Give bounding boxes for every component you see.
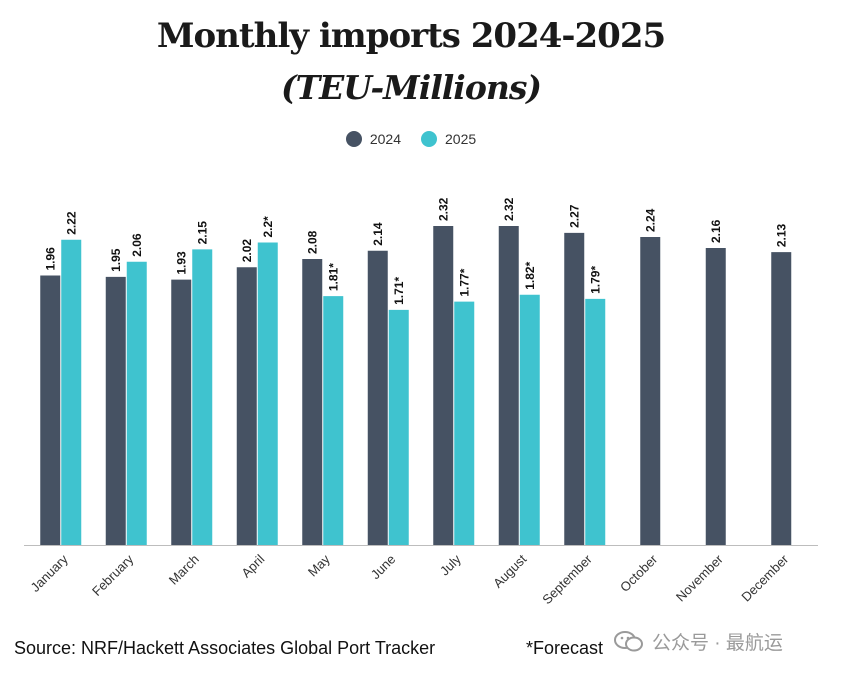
bar-2025-august	[519, 294, 540, 545]
data-label-2025-april: 2.2*	[261, 216, 275, 238]
bar-2024-november	[705, 248, 726, 545]
bar-2024-february	[105, 276, 126, 545]
legend-swatch-2025	[421, 131, 437, 147]
chat-bubbles-icon	[614, 630, 643, 651]
data-label-2025-august: 1.82*	[523, 261, 537, 289]
x-tick-label-july: July	[437, 551, 464, 578]
x-tick-label-april: April	[238, 551, 267, 580]
data-label-2025-february: 2.06	[130, 233, 144, 257]
data-label-2024-october: 2.24	[643, 208, 657, 232]
bar-2024-april	[236, 267, 257, 545]
bar-2025-june	[388, 309, 409, 545]
x-tick-label-october: October	[617, 551, 661, 595]
chart-title: Monthly imports 2024-2025	[156, 16, 666, 56]
data-label-2025-may: 1.81*	[326, 263, 340, 291]
bar-2024-march	[171, 279, 192, 545]
data-label-2025-september: 1.79*	[588, 266, 602, 294]
bar-2024-january	[40, 275, 61, 545]
x-tick-label-september: September	[539, 551, 595, 607]
bar-2025-january	[61, 239, 82, 545]
data-label-2024-april: 2.02	[240, 239, 254, 263]
legend-swatch-2024	[345, 131, 362, 147]
data-label-2024-june: 2.14	[371, 222, 385, 246]
x-tick-label-february: February	[89, 551, 137, 599]
legend-item-2024: 2024	[345, 131, 401, 147]
x-tick-label-june: June	[368, 552, 399, 583]
x-tick-label-november: November	[673, 551, 726, 604]
bar-2025-april	[257, 242, 278, 545]
bar-2024-october	[640, 237, 661, 545]
legend-item-2025: 2025	[421, 131, 476, 147]
bar-2025-february	[126, 261, 147, 545]
source-note: Source: NRF/Hackett Associates Global Po…	[14, 638, 436, 658]
watermark-text: 公众号 · 最航运	[652, 633, 783, 654]
data-label-2024-july: 2.32	[436, 197, 450, 221]
legend: 2024 2025	[0, 131, 822, 147]
bar-2025-july	[454, 301, 475, 545]
watermark: 公众号 · 最航运	[614, 628, 783, 655]
bar-2024-september	[564, 232, 585, 545]
data-label-2024-january: 1.96	[43, 247, 57, 271]
x-tick-label-december: December	[738, 551, 791, 604]
data-label-2025-june: 1.71*	[392, 277, 406, 305]
bar-2024-december	[771, 252, 792, 545]
data-label-2025-january: 2.22	[64, 211, 78, 235]
data-label-2024-august: 2.32	[502, 197, 516, 221]
bar-2024-may	[302, 259, 323, 545]
bar-2024-july	[433, 226, 454, 545]
legend-label-2024: 2024	[369, 131, 401, 147]
bar-2025-may	[323, 296, 344, 545]
bar-chart: 1.96 2.22 January 1.95 2.06 February 1.93 2.15 M…	[24, 197, 818, 607]
x-tick-label-august: August	[490, 551, 529, 590]
x-tick-label-january: January	[28, 551, 72, 595]
bar-2024-june	[367, 250, 388, 545]
bar-2025-september	[585, 298, 606, 545]
data-label-2024-november: 2.16	[709, 219, 723, 243]
bar-2024-august	[498, 226, 519, 545]
chart-subtitle: (TEU-Millions)	[280, 68, 542, 107]
bar-2025-march	[192, 249, 213, 545]
x-tick-label-march: March	[166, 552, 202, 588]
x-tick-label-may: May	[305, 551, 333, 579]
data-label-2024-february: 1.95	[109, 248, 123, 272]
forecast-note: *Forecast	[526, 638, 604, 658]
data-label-2025-march: 2.15	[195, 221, 209, 245]
data-label-2025-july: 1.77*	[457, 268, 471, 296]
data-label-2024-september: 2.27	[567, 204, 581, 228]
legend-label-2025: 2025	[445, 131, 477, 147]
data-label-2024-march: 1.93	[174, 251, 188, 275]
data-label-2024-december: 2.13	[774, 223, 788, 247]
data-label-2024-may: 2.08	[305, 230, 319, 254]
